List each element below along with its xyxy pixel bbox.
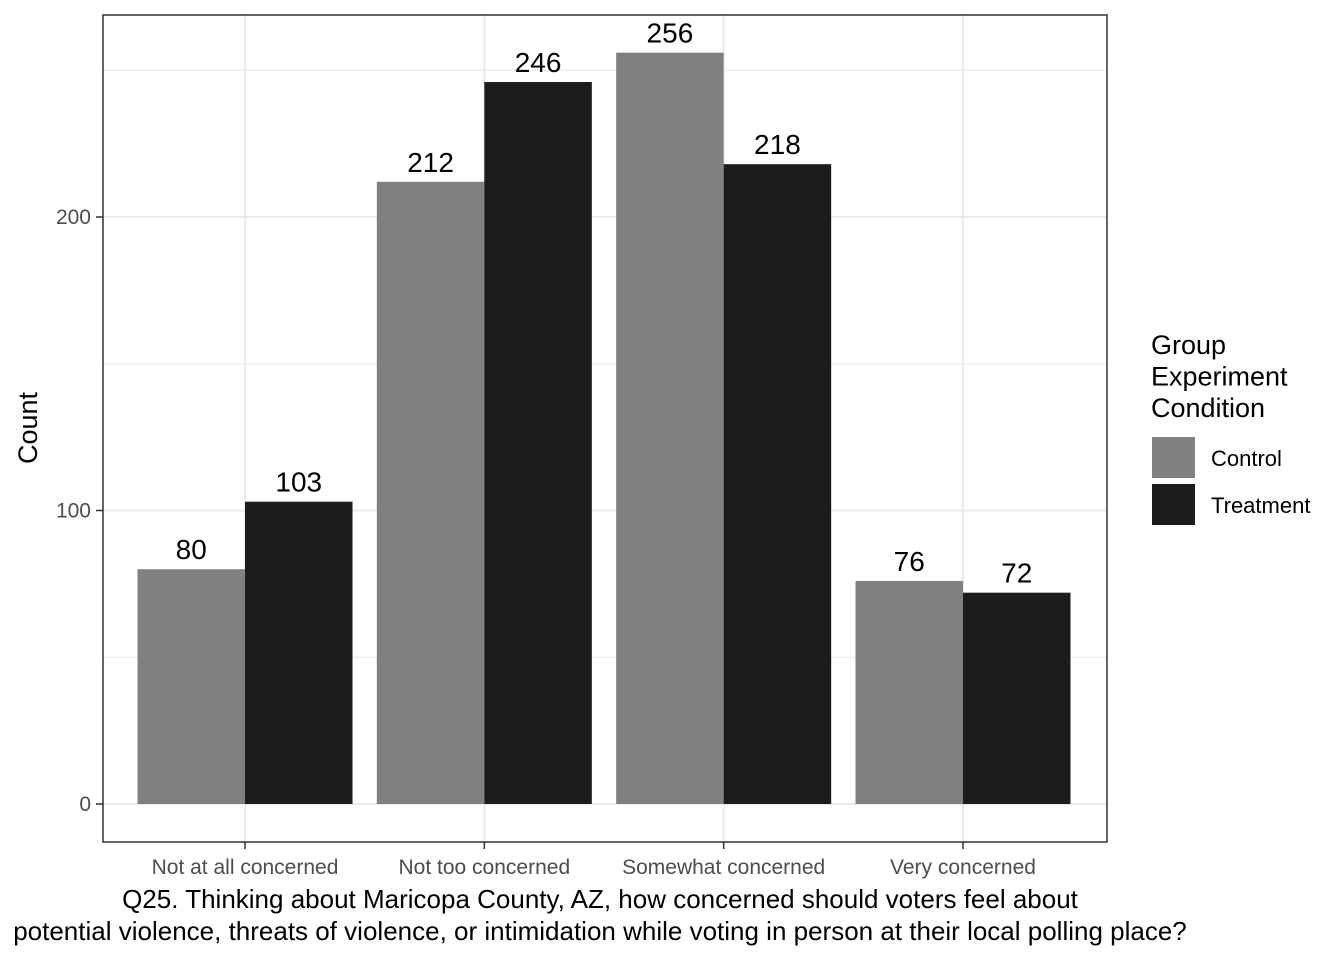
data-labels: 80 212 256 76 103 246 218 72 bbox=[176, 18, 1033, 589]
bar-control-3 bbox=[855, 580, 963, 804]
legend-title: Group bbox=[1151, 330, 1226, 360]
panel-border bbox=[102, 14, 1108, 843]
bar-treatment-1 bbox=[484, 81, 592, 805]
legend-label: Control bbox=[1211, 446, 1282, 471]
x-axis: Not at all concerned Not too concerned Som… bbox=[152, 842, 1036, 879]
bar-control-2 bbox=[616, 52, 724, 804]
data-label: 76 bbox=[894, 546, 925, 577]
x-tick-label: Not at all concerned bbox=[152, 856, 339, 879]
x-tick-label: Somewhat concerned bbox=[622, 856, 825, 879]
data-label: 212 bbox=[407, 147, 454, 178]
legend-title: Condition bbox=[1151, 393, 1265, 423]
legend-key-treatment bbox=[1152, 484, 1195, 525]
y-tick-label: 200 bbox=[56, 206, 91, 229]
legend-title: Experiment bbox=[1151, 362, 1288, 392]
chart-caption: Q25. Thinking about Maricopa County, AZ,… bbox=[13, 884, 1187, 946]
bar-treatment-3 bbox=[962, 592, 1071, 804]
caption-line: potential violence, threats of violence,… bbox=[13, 916, 1187, 946]
bar-control-1 bbox=[376, 181, 485, 804]
x-tick-label: Not too concerned bbox=[399, 856, 571, 879]
y-axis-title: Count bbox=[13, 391, 43, 464]
data-label: 218 bbox=[754, 129, 801, 160]
bar-control-0 bbox=[137, 569, 245, 804]
bar-treatment-2 bbox=[723, 164, 832, 805]
data-label: 80 bbox=[176, 534, 207, 565]
caption-line: Q25. Thinking about Maricopa County, AZ,… bbox=[122, 884, 1079, 914]
data-label: 246 bbox=[515, 47, 562, 78]
legend-label: Treatment bbox=[1211, 493, 1310, 518]
legend-key-control bbox=[1152, 437, 1195, 478]
data-label: 103 bbox=[275, 467, 322, 498]
panel-frame bbox=[102, 14, 1108, 843]
bar-treatment-0 bbox=[245, 501, 353, 804]
y-axis: 0 100 200 bbox=[56, 206, 103, 816]
data-label: 72 bbox=[1001, 558, 1032, 589]
data-label: 256 bbox=[647, 18, 694, 49]
bars bbox=[137, 52, 1071, 805]
y-tick-label: 100 bbox=[56, 500, 91, 523]
x-tick-label: Very concerned bbox=[890, 856, 1036, 879]
y-tick-label: 0 bbox=[79, 793, 91, 816]
